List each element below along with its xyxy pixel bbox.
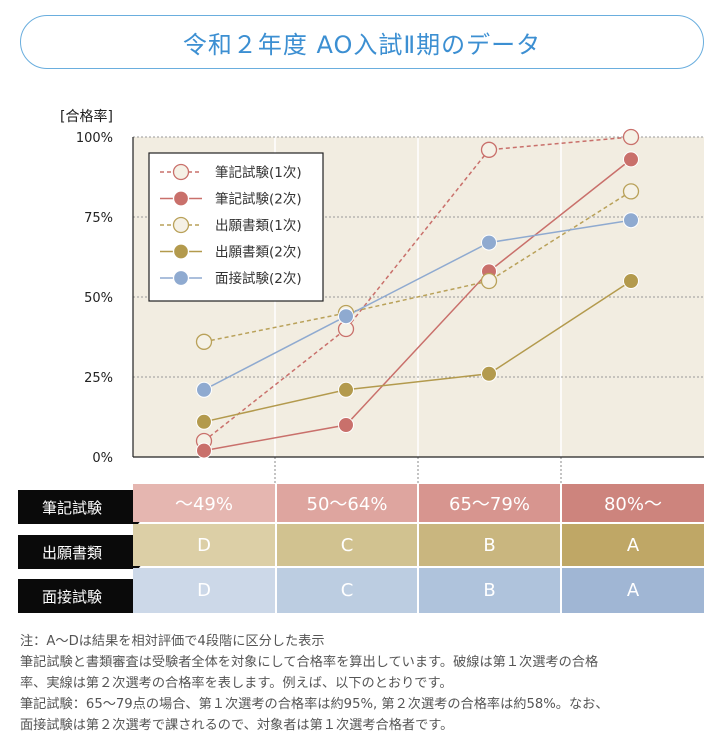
y-tick-label: 75% xyxy=(84,211,113,226)
legend-label: 筆記試験(1次) xyxy=(215,164,302,181)
y-tick-label: 25% xyxy=(84,371,113,386)
legend-label: 筆記試験(2次) xyxy=(215,191,302,208)
legend-marker xyxy=(172,269,190,287)
y-tick-label: 0% xyxy=(92,451,113,466)
legend-label: 面接試験(2次) xyxy=(215,270,302,287)
notes: 注：A～Dは結果を相対評価で4段階に区分した表示 筆記試験と書類審査は受験者全体… xyxy=(20,631,710,736)
series-line-3 xyxy=(203,280,632,423)
series-line-1 xyxy=(203,158,632,452)
line-chart: 0% 25% 50% 75% 100% [合格率] 筆記試験(1次) 筆記試験(2次) 出願書類… xyxy=(60,108,704,484)
note-line: 面接試験は第２次選考で課されるので、対象者は第１次選考合格者です。 xyxy=(20,718,454,733)
table-cell: D xyxy=(133,568,275,613)
data-point xyxy=(623,273,639,289)
data-point xyxy=(196,413,212,430)
data-point xyxy=(480,272,498,290)
data-point xyxy=(623,212,639,229)
table-cell: ～49% xyxy=(133,484,275,522)
data-point xyxy=(481,365,497,382)
legend-marker xyxy=(172,163,190,181)
data-point xyxy=(480,141,498,158)
row-label: 面接試験 xyxy=(18,579,152,613)
data-point xyxy=(338,417,354,433)
legend-marker xyxy=(172,216,190,234)
title-box: 令和２年度 AO入試Ⅱ期のデータ xyxy=(20,15,704,69)
legend-label: 出願書類(2次) xyxy=(215,245,302,261)
data-point xyxy=(195,333,213,350)
table-cell: C xyxy=(277,524,417,566)
series-line-2 xyxy=(203,190,632,343)
legend-marker xyxy=(172,190,190,207)
table-cell: 65～79% xyxy=(419,484,560,522)
table-cell: B xyxy=(419,568,560,613)
legend-label: 出願書類(1次) xyxy=(215,218,302,234)
data-point xyxy=(338,381,354,398)
series-line-0 xyxy=(203,136,632,442)
data-point xyxy=(623,151,639,168)
series-line-4 xyxy=(203,219,632,391)
table-cell: C xyxy=(277,568,417,613)
data-point xyxy=(196,381,212,398)
table-cell: 50～64% xyxy=(277,484,417,522)
page-title: 令和２年度 AO入試Ⅱ期のデータ xyxy=(182,30,542,59)
row-label: 筆記試験 xyxy=(18,490,152,524)
data-point xyxy=(622,128,640,146)
y-tick-label: 100% xyxy=(76,131,113,146)
legend-marker xyxy=(172,243,190,260)
note-line: 筆記試験：65～79点の場合、第１次選考の合格率は約95%, 第２次選考の合格率… xyxy=(20,697,609,712)
table-cell: 80%～ xyxy=(562,484,704,522)
data-point xyxy=(338,308,354,325)
y-tick-label: 50% xyxy=(84,291,113,306)
y-axis-label: [合格率] xyxy=(60,108,113,125)
data-point xyxy=(481,234,497,251)
row-label: 出願書類 xyxy=(18,535,152,569)
table-cell: B xyxy=(419,524,560,566)
table-cell: D xyxy=(133,524,275,566)
note-line: 筆記試験と書類審査は受験者全体を対象にして合格率を算出しています。破線は第１次選… xyxy=(20,655,599,670)
note-line: 率、実線は第２次選考の合格率を表します。例えば、以下のとおりです。 xyxy=(20,676,453,691)
data-point xyxy=(196,442,212,459)
table-cell: A xyxy=(562,524,704,566)
table-cell: A xyxy=(562,568,704,613)
note-line: 注：A～Dは結果を相対評価で4段階に区分した表示 xyxy=(20,634,325,649)
data-point xyxy=(622,183,640,200)
